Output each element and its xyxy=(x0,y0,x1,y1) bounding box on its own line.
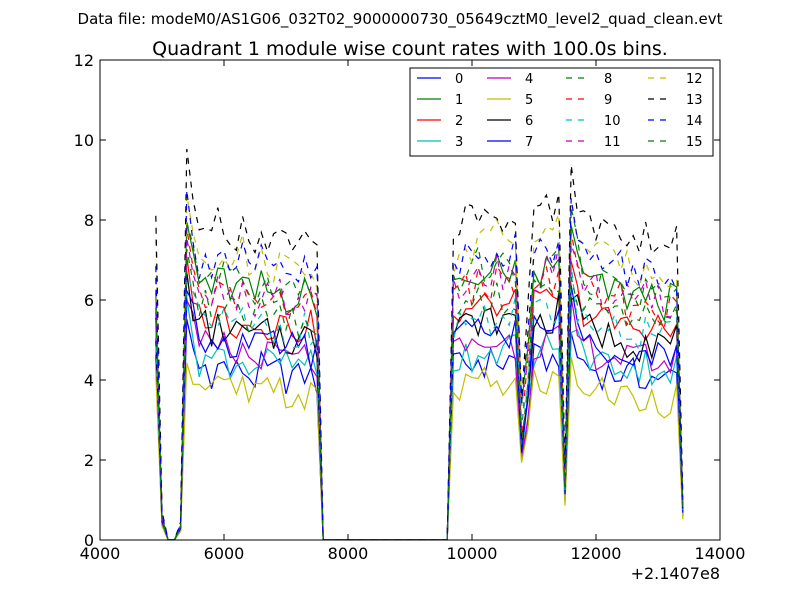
legend-label-10: 10 xyxy=(604,114,621,129)
series-line-5 xyxy=(155,357,684,540)
legend-label-0: 0 xyxy=(455,72,463,87)
x-tick-label: 4000 xyxy=(80,544,121,563)
legend-label-15: 15 xyxy=(686,135,703,150)
x-tick-label: 12000 xyxy=(571,544,622,563)
legend-label-4: 4 xyxy=(525,72,533,87)
y-tick-label: 0 xyxy=(84,531,94,550)
series-line-4 xyxy=(155,296,684,540)
legend-label-7: 7 xyxy=(525,135,533,150)
x-tick-label: 14000 xyxy=(695,544,746,563)
series-line-8 xyxy=(155,207,684,540)
legend-label-5: 5 xyxy=(525,93,533,108)
series-line-13 xyxy=(155,148,684,540)
legend-label-9: 9 xyxy=(604,93,612,108)
series-line-10 xyxy=(155,264,684,540)
x-tick-label: 10000 xyxy=(447,544,498,563)
series-line-2 xyxy=(155,256,684,540)
y-tick-label: 12 xyxy=(74,51,94,70)
series-line-12 xyxy=(155,195,684,540)
legend-label-2: 2 xyxy=(455,114,463,129)
chart-suptitle: Data file: modeM0/AS1G06_032T02_90000007… xyxy=(78,10,723,29)
legend-label-13: 13 xyxy=(686,93,703,108)
x-tick-label: 8000 xyxy=(328,544,369,563)
legend-label-1: 1 xyxy=(455,93,463,108)
y-tick-label: 6 xyxy=(84,291,94,310)
series-line-6 xyxy=(155,271,684,540)
series-line-1 xyxy=(155,222,684,540)
series-line-15 xyxy=(155,248,684,540)
legend-label-14: 14 xyxy=(686,114,703,129)
series-line-3 xyxy=(155,298,684,540)
y-tick-label: 10 xyxy=(74,131,94,150)
legend-label-6: 6 xyxy=(525,114,533,129)
legend-label-3: 3 xyxy=(455,135,463,150)
legend-label-8: 8 xyxy=(604,72,612,87)
x-tick-label: 6000 xyxy=(204,544,245,563)
series-line-7 xyxy=(155,285,684,540)
series-layer xyxy=(155,148,684,540)
series-line-0 xyxy=(155,319,684,540)
y-tick-label: 2 xyxy=(84,451,94,470)
legend-label-11: 11 xyxy=(604,135,621,150)
y-tick-label: 4 xyxy=(84,371,94,390)
y-tick-label: 8 xyxy=(84,211,94,230)
legend-label-12: 12 xyxy=(686,72,703,87)
chart-title: Quadrant 1 module wise count rates with … xyxy=(152,38,668,60)
x-offset-label: +2.1407e8 xyxy=(631,564,720,583)
